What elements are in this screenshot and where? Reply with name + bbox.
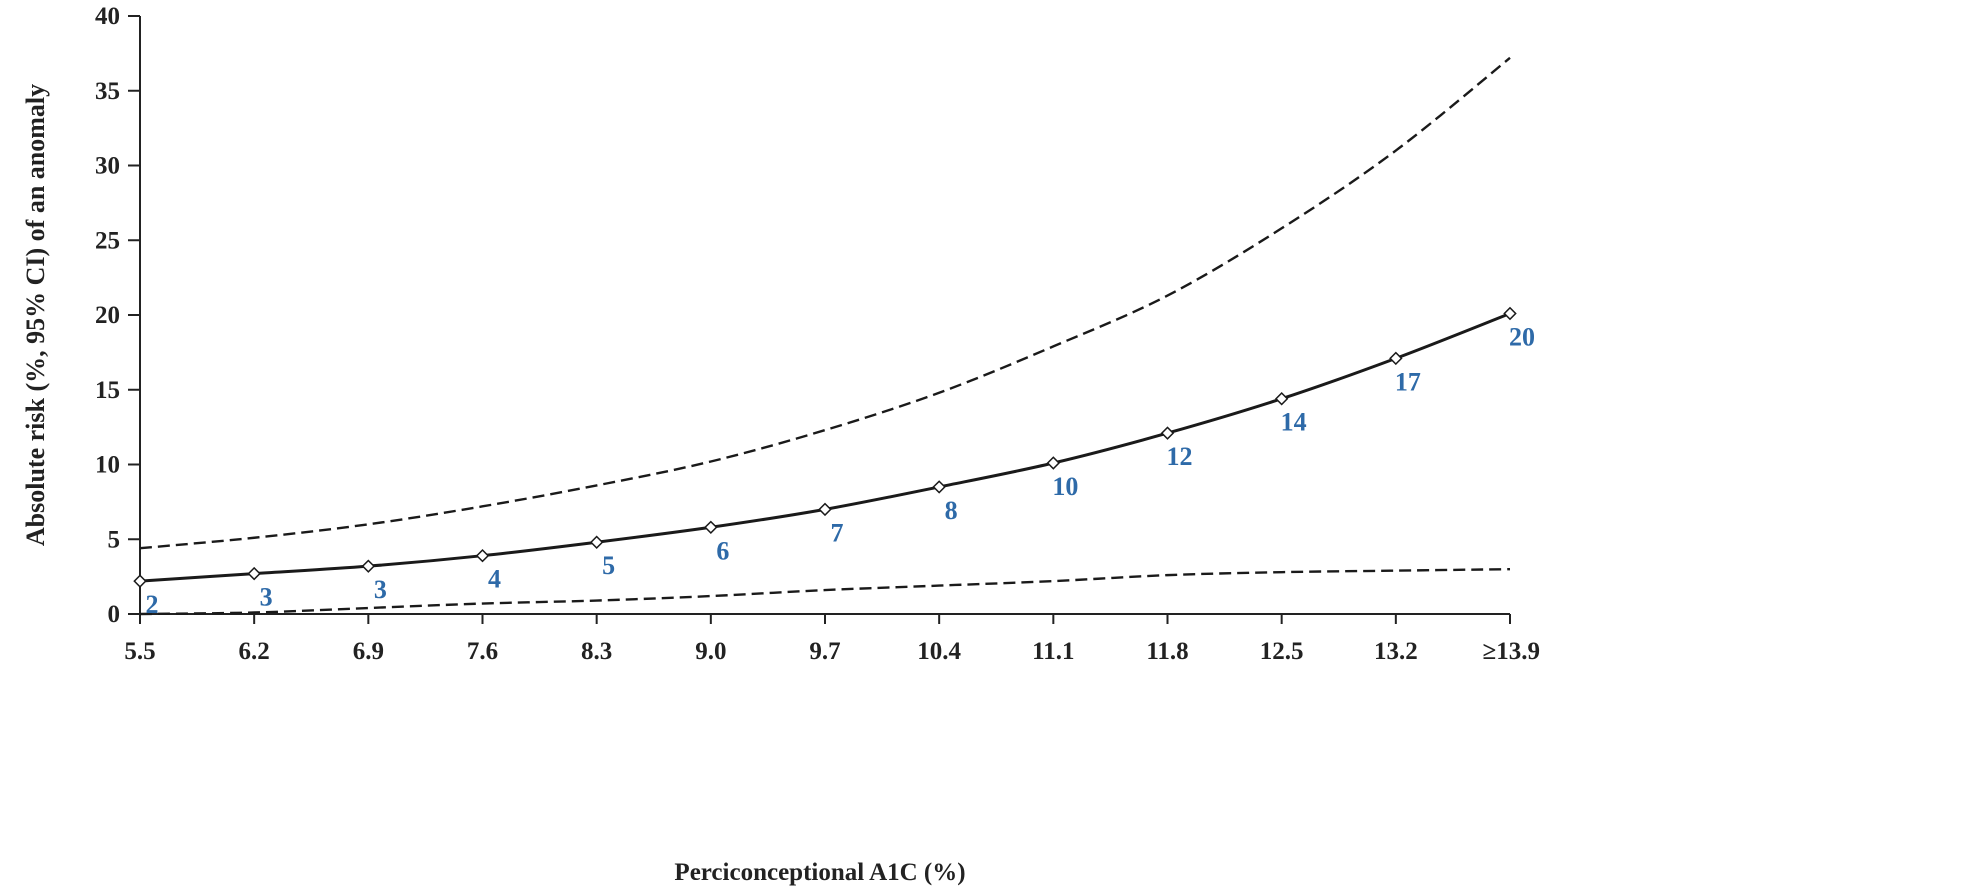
data-point-marker <box>1160 426 1175 440</box>
data-label: 14 <box>1281 408 1307 437</box>
x-tick-label: 12.5 <box>1260 638 1304 665</box>
x-tick-label: 6.2 <box>239 638 270 665</box>
y-tick-label: 15 <box>95 377 120 404</box>
y-tick-label: 30 <box>95 153 120 180</box>
axes <box>139 16 1510 615</box>
data-label: 20 <box>1509 323 1535 352</box>
data-point-marker <box>1046 456 1061 470</box>
data-point-marker <box>475 548 490 563</box>
data-point-marker <box>704 520 718 535</box>
x-axis-title: Perciconceptional A1C (%) <box>674 859 965 886</box>
data-point-marker <box>133 574 147 588</box>
data-label: 8 <box>945 496 958 525</box>
data-label: 17 <box>1395 367 1421 396</box>
y-tick-label: 35 <box>95 78 120 105</box>
y-tick-label: 0 <box>108 601 121 628</box>
x-axis-ticks: 5.5 6.2 6.9 7.6 8.3 9.0 9.7 10.4 11.1 11.8 12.5 13.… <box>124 614 1540 665</box>
series-line-upper-95-ci <box>139 56 1511 550</box>
data-label: 2 <box>146 590 159 619</box>
data-label: 10 <box>1052 472 1078 501</box>
data-label: 4 <box>488 565 501 594</box>
series-layer <box>139 56 1511 616</box>
x-tick-label: ≥13.9 <box>1483 638 1540 665</box>
x-tick-label: 8.3 <box>581 638 612 665</box>
x-tick-label: 10.4 <box>917 638 961 665</box>
x-tick-label: 13.2 <box>1374 638 1418 665</box>
data-label: 12 <box>1167 442 1193 471</box>
x-tick-label: 9.7 <box>809 638 840 665</box>
y-axis-ticks: 0 5 10 15 20 25 30 35 40 <box>95 3 140 628</box>
y-tick-label: 10 <box>95 452 120 479</box>
data-point-marker <box>818 502 832 517</box>
x-tick-label: 7.6 <box>467 638 498 665</box>
data-point-marker <box>247 566 261 581</box>
x-tick-label: 5.5 <box>124 638 155 665</box>
x-tick-label: 11.8 <box>1146 638 1188 665</box>
data-point-marker <box>1503 306 1517 321</box>
data-label: 3 <box>260 583 273 612</box>
y-tick-label: 20 <box>95 302 120 329</box>
data-label: 6 <box>716 536 729 565</box>
x-tick-label: 6.9 <box>353 638 384 665</box>
data-label: 5 <box>602 551 615 580</box>
data-label-layer: 2 3 3 4 5 6 7 8 10 12 14 17 20 <box>146 323 1536 620</box>
data-point-marker <box>1274 392 1289 406</box>
data-point-marker <box>1389 351 1403 366</box>
y-tick-label: 25 <box>95 227 120 254</box>
marker-layer <box>133 306 1517 588</box>
data-point-marker <box>361 559 376 573</box>
series-line-lower-95-ci <box>139 567 1511 616</box>
y-tick-label: 5 <box>108 526 121 553</box>
series-line-estimate <box>139 312 1511 583</box>
x-tick-label: 9.0 <box>695 638 726 665</box>
data-label: 7 <box>831 518 844 547</box>
data-label: 3 <box>374 575 387 604</box>
x-tick-label: 11.1 <box>1032 638 1074 665</box>
y-axis-title: Absolute risk (%, 95% CI) of an anomaly <box>21 84 50 546</box>
data-point-marker <box>932 480 946 494</box>
y-tick-label: 40 <box>95 3 120 30</box>
data-point-marker <box>589 535 604 549</box>
